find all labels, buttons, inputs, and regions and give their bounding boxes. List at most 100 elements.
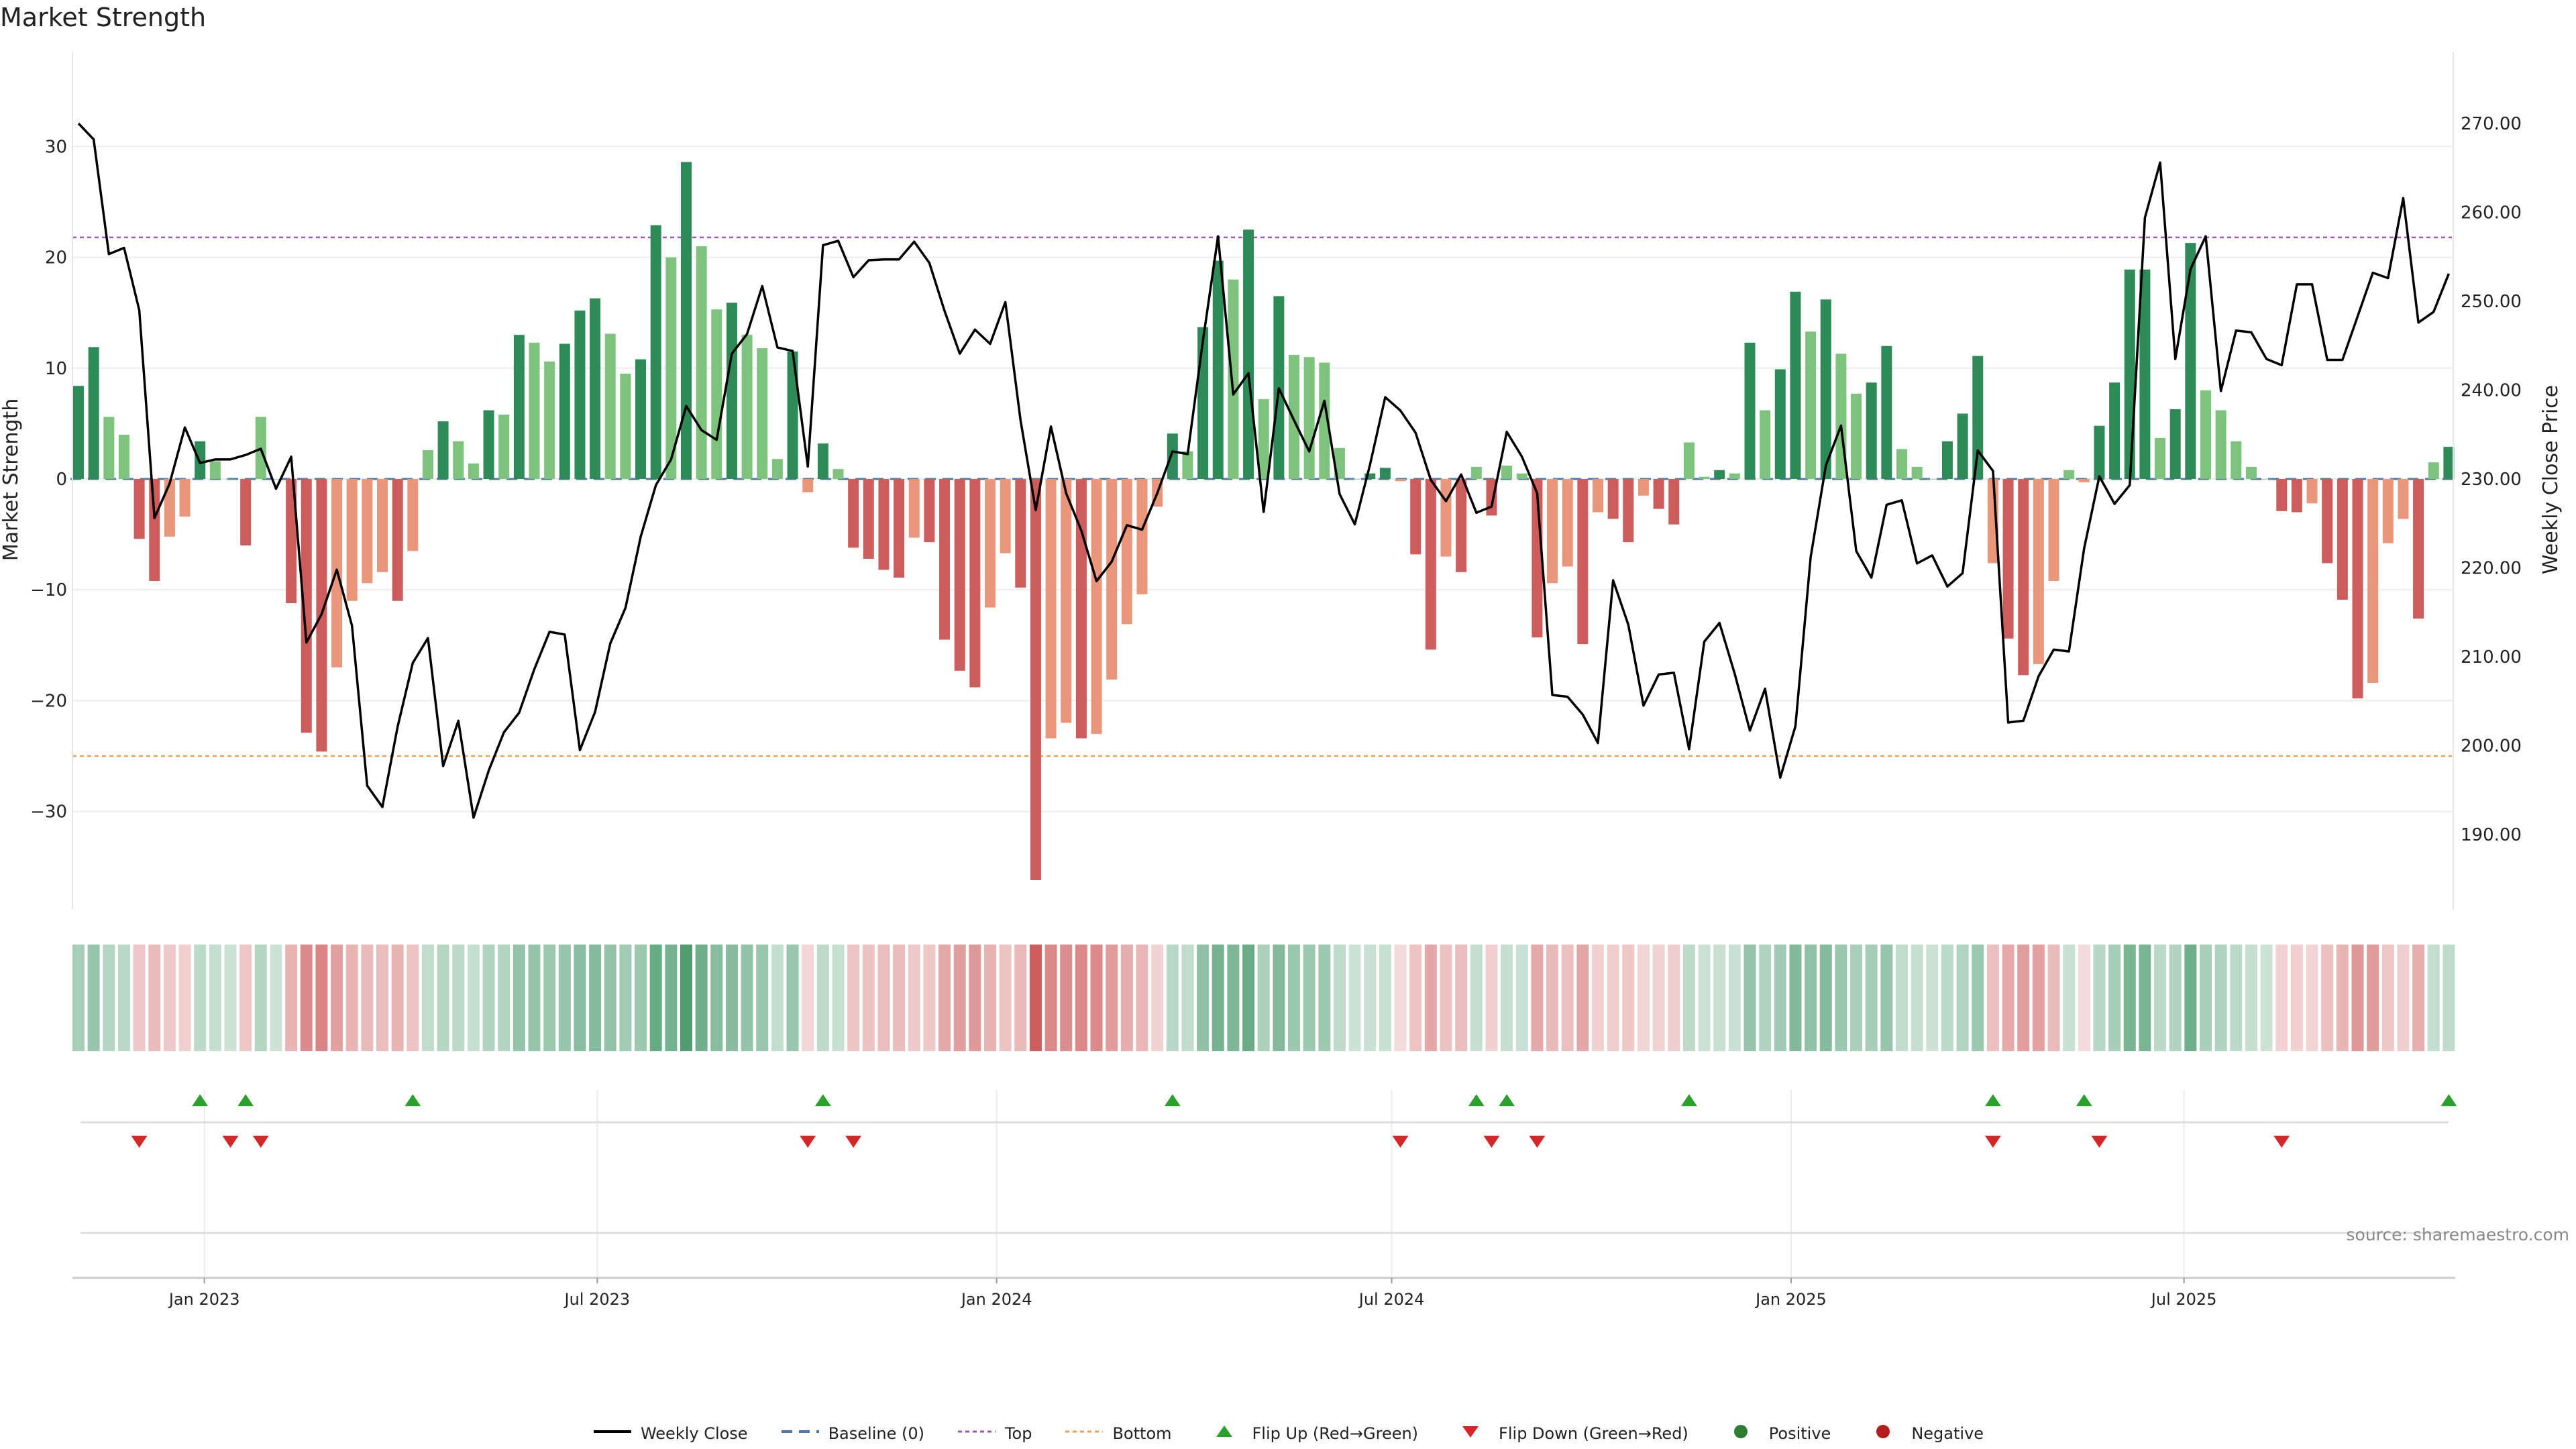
heatmap-cell [1531, 945, 1544, 1051]
heatmap-cell [1455, 945, 1468, 1051]
heatmap-cell [1440, 945, 1452, 1051]
heatmap-cell [2154, 945, 2167, 1051]
heatmap-cell [1273, 945, 1285, 1051]
strength-bar [863, 479, 874, 559]
heatmap-cell [407, 945, 419, 1051]
strength-bar [2443, 447, 2455, 479]
heatmap-cell [1470, 945, 1483, 1051]
strength-bar [2231, 441, 2242, 479]
heatmap-cell [452, 945, 465, 1051]
strength-bar [848, 479, 859, 548]
legend-label: Top [1004, 1424, 1032, 1443]
heatmap-cell [2381, 945, 2394, 1051]
legend-label: Baseline (0) [828, 1424, 924, 1443]
strength-bar [2018, 479, 2029, 676]
heatmap-cell [2275, 945, 2288, 1051]
heatmap-cell [1728, 945, 1741, 1051]
strength-bar [1729, 473, 1740, 479]
strength-bar [1349, 479, 1360, 480]
strength-bar [1911, 466, 1923, 479]
heatmap-cell [1348, 945, 1361, 1051]
strength-bar [1881, 345, 1892, 479]
strength-bar [407, 479, 419, 551]
heatmap-cell [1394, 945, 1407, 1051]
heatmap-cell [710, 945, 723, 1051]
heatmap-cell [1318, 945, 1331, 1051]
strength-bar [954, 479, 965, 671]
strength-bar [437, 421, 449, 479]
left-tick-label: 0 [56, 470, 67, 490]
strength-bar [1303, 357, 1315, 479]
heatmap-cell [1227, 945, 1240, 1051]
heatmap-cell [2336, 945, 2349, 1051]
heatmap-cell [209, 945, 221, 1051]
heatmap-cell [543, 945, 556, 1051]
heatmap-cell [649, 945, 662, 1051]
strength-bar [878, 479, 890, 570]
flip-up-marker [1984, 1094, 2001, 1106]
strength-bar [2033, 479, 2044, 664]
flip-down-marker [222, 1136, 239, 1148]
strength-bar [1121, 479, 1132, 625]
legend-item-negative: Negative [1863, 1424, 1984, 1444]
heatmap-cell [847, 945, 860, 1051]
heatmap-cell [345, 945, 358, 1051]
heatmap-cell [1926, 945, 1939, 1051]
strength-bar [817, 443, 828, 479]
heatmap-cell [513, 945, 525, 1051]
x-tick-label: Jul 2023 [563, 1290, 630, 1309]
heatmap-cell [893, 945, 906, 1051]
heatmap-cell [1607, 945, 1619, 1051]
heatmap-cell [574, 945, 586, 1051]
right-axis-title: Weekly Close Price [2539, 385, 2563, 574]
heatmap-cell [331, 945, 343, 1051]
heatmap-cell [1014, 945, 1027, 1051]
heatmap-cell [2427, 945, 2440, 1051]
strength-bar [1167, 433, 1178, 479]
heatmap-cell [87, 945, 100, 1051]
heatmap-cell [376, 945, 388, 1051]
strength-bar [1820, 299, 1831, 479]
heatmap-cell [72, 945, 85, 1051]
heatmap-cell [1759, 945, 1772, 1051]
weekly-close-line [77, 122, 2451, 819]
flip-down-marker [1529, 1136, 1546, 1148]
heatmap-cell [558, 945, 571, 1051]
heatmap-cell [1120, 945, 1133, 1051]
dashed-line-icon [780, 1424, 820, 1444]
heatmap-cell [2200, 945, 2212, 1051]
legend-item-positive: Positive [1721, 1424, 1831, 1444]
heatmap-cell [741, 945, 753, 1051]
heatmap-cell [953, 945, 966, 1051]
left-axis-title: Market Strength [0, 398, 23, 561]
heatmap-cell [2443, 945, 2455, 1051]
heatmap-cell [802, 945, 814, 1051]
strength-bar [1927, 479, 1938, 480]
heatmap-cell [2306, 945, 2318, 1051]
heatmap-cell [437, 945, 449, 1051]
right-tick-label: 190.00 [2461, 825, 2522, 845]
strength-bar [908, 479, 920, 538]
heatmap-cell [1075, 945, 1087, 1051]
strength-bar [468, 463, 479, 479]
heatmap-cell [2169, 945, 2182, 1051]
heatmap-cell [756, 945, 769, 1051]
strength-bar [771, 459, 783, 479]
heatmap-cell [816, 945, 829, 1051]
flip-up-marker [2440, 1094, 2457, 1106]
strength-bar [2291, 479, 2302, 513]
heatmap-cell [1379, 945, 1391, 1051]
heatmap-cell [1986, 945, 1999, 1051]
heatmap-cell [680, 945, 692, 1051]
strength-bar [924, 479, 935, 543]
heatmap-cell [103, 945, 115, 1051]
heatmap-cell [2230, 945, 2243, 1051]
strength-bar [1289, 354, 1299, 479]
strength-bar [118, 434, 129, 479]
x-tick-label: Jul 2025 [2150, 1290, 2217, 1309]
strength-bar [1075, 479, 1087, 739]
strength-bar [1653, 479, 1664, 509]
heatmap-cell [771, 945, 784, 1051]
flip-down-marker [2273, 1136, 2290, 1148]
flip-up-marker [192, 1094, 209, 1106]
